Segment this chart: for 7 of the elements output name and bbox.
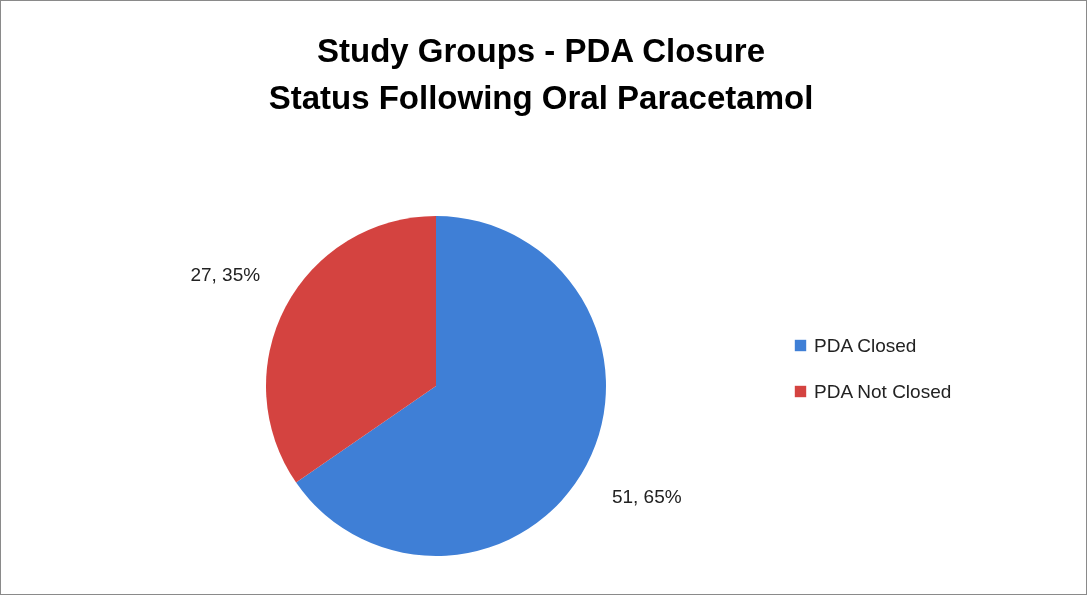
data-label: 27, 35% bbox=[190, 264, 261, 286]
chart-title: Study Groups - PDA Closure Status Following Oral Paracetamol bbox=[268, 32, 814, 116]
pie-slice bbox=[296, 216, 606, 556]
pie-slice bbox=[266, 216, 436, 483]
data-label: 51, 65% bbox=[611, 485, 682, 507]
legend-label: PDA Closed bbox=[814, 334, 917, 356]
legend-label: PDA Not Closed bbox=[814, 380, 952, 402]
